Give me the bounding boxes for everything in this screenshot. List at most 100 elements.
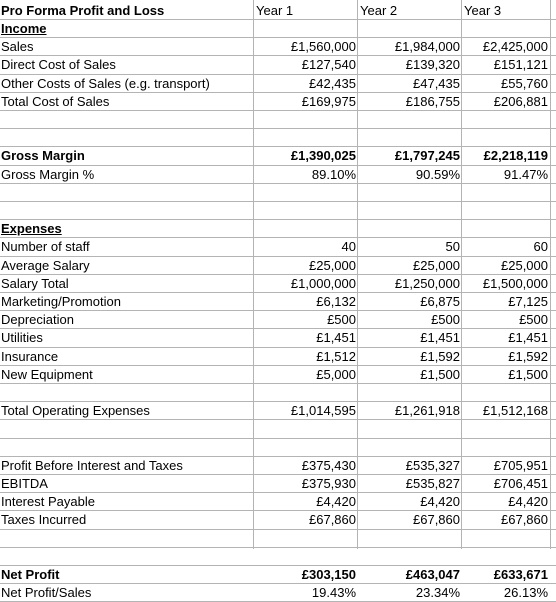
row-value-year-2[interactable]: £1,797,245 [394,148,460,164]
row-label[interactable] [1,439,253,457]
row-value-year-3[interactable]: £2,425,000 [482,39,548,55]
row-label[interactable]: Total Cost of Sales [1,93,110,109]
row-label[interactable]: Other Costs of Sales (e.g. transport) [1,75,210,91]
row-value-year-1[interactable]: £1,451 [316,330,356,346]
row-label[interactable]: Insurance [1,348,59,364]
row-value-year-3[interactable]: £633,671 [493,567,548,582]
row-value-year-1[interactable]: £4,420 [316,494,356,510]
row-label[interactable]: Sales [1,39,34,55]
row-value-year-2[interactable] [358,202,460,220]
row-value-year-1[interactable]: £127,540 [301,57,356,73]
row-value-year-3[interactable]: 91.47% [503,166,548,182]
row-value-year-2[interactable] [358,111,460,129]
row-label[interactable] [1,111,253,129]
row-label[interactable]: Taxes Incurred [1,512,87,528]
row-value-year-1[interactable]: £500 [327,312,356,328]
row-value-year-3[interactable]: £25,000 [501,257,548,273]
row-value-year-3[interactable]: £1,500 [508,366,548,382]
row-label[interactable]: Number of staff [1,239,90,255]
row-value-year-1[interactable]: £169,975 [301,93,356,109]
row-value-year-2[interactable]: £1,592 [420,348,460,364]
row-value-year-1[interactable]: £375,430 [301,457,356,473]
row-value-year-3[interactable] [462,129,548,147]
row-value-year-3[interactable] [462,184,548,202]
row-value-year-1[interactable]: £375,930 [301,476,356,491]
row-label[interactable]: Marketing/Promotion [1,294,121,309]
row-value-year-1[interactable]: £1,560,000 [290,39,356,55]
row-value-year-3[interactable]: £2,218,119 [483,148,548,164]
row-label[interactable]: New Equipment [1,366,93,382]
year-2-header[interactable]: Year 2 [360,3,398,18]
row-label[interactable]: Salary Total [1,275,69,291]
row-value-year-2[interactable]: £139,320 [405,57,460,73]
row-label[interactable]: Depreciation [1,312,74,328]
row-value-year-2[interactable]: £1,984,000 [394,39,460,55]
row-value-year-3[interactable] [462,384,548,402]
row-value-year-1[interactable] [254,202,356,220]
row-value-year-3[interactable]: £7,125 [508,294,548,309]
row-value-year-1[interactable]: £5,000 [316,366,356,382]
row-label[interactable] [1,384,253,402]
row-label[interactable]: Income [1,21,47,36]
row-value-year-1[interactable]: £67,860 [309,512,356,528]
row-value-year-3[interactable]: 26.13% [503,585,548,601]
row-value-year-2[interactable] [358,220,460,238]
row-value-year-1[interactable]: £1,000,000 [290,275,356,291]
row-label[interactable]: Interest Payable [1,494,95,510]
row-value-year-2[interactable] [358,384,460,402]
row-value-year-1[interactable] [254,220,356,238]
row-label[interactable]: Profit Before Interest and Taxes [1,457,183,473]
row-value-year-2[interactable]: £1,250,000 [394,275,460,291]
row-value-year-1[interactable] [254,384,356,402]
row-value-year-3[interactable] [462,20,548,38]
row-label[interactable]: Gross Margin % [1,166,95,182]
row-value-year-2[interactable]: £47,435 [413,75,460,91]
row-value-year-2[interactable]: £25,000 [413,257,460,273]
row-value-year-3[interactable]: £55,760 [501,75,548,91]
row-value-year-3[interactable]: £4,420 [508,494,548,510]
row-value-year-1[interactable] [254,111,356,129]
row-value-year-1[interactable] [254,439,356,457]
row-value-year-2[interactable]: £6,875 [420,294,460,309]
row-value-year-2[interactable] [358,548,460,566]
row-label[interactable] [1,548,253,566]
row-value-year-1[interactable] [254,420,356,438]
row-label[interactable]: EBITDA [1,476,48,491]
row-value-year-1[interactable] [254,184,356,202]
row-value-year-3[interactable]: £705,951 [493,457,548,473]
row-value-year-2[interactable]: £186,755 [405,93,460,109]
row-value-year-3[interactable]: £1,451 [508,330,548,346]
row-value-year-3[interactable] [462,548,548,566]
row-value-year-2[interactable]: 50 [445,239,460,255]
row-value-year-2[interactable]: £463,047 [405,567,460,582]
row-value-year-2[interactable] [358,530,460,548]
row-label[interactable]: Direct Cost of Sales [1,57,116,73]
row-label[interactable]: Average Salary [1,257,90,273]
row-label[interactable] [1,530,253,548]
row-label[interactable]: Total Operating Expenses [1,403,150,419]
row-value-year-2[interactable] [358,439,460,457]
row-value-year-3[interactable]: £1,512,168 [482,403,548,419]
row-value-year-2[interactable]: £500 [431,312,460,328]
row-value-year-3[interactable]: 60 [533,239,548,255]
row-value-year-2[interactable]: £535,827 [405,476,460,491]
row-label[interactable] [1,420,253,438]
row-value-year-1[interactable]: 19.43% [311,585,356,601]
row-label[interactable]: Gross Margin [1,148,85,164]
row-value-year-3[interactable]: £1,500,000 [482,275,548,291]
row-value-year-3[interactable]: £206,881 [493,93,548,109]
row-value-year-1[interactable]: £303,150 [301,567,356,582]
row-value-year-3[interactable]: £67,860 [501,512,548,528]
row-label[interactable]: Expenses [1,221,62,237]
row-value-year-3[interactable] [462,420,548,438]
row-value-year-2[interactable]: £535,327 [405,457,460,473]
row-value-year-2[interactable]: £67,860 [413,512,460,528]
row-label[interactable] [1,202,253,220]
row-value-year-1[interactable]: 89.10% [311,166,356,182]
row-label[interactable]: Net Profit [1,567,60,582]
row-label[interactable]: Utilities [1,330,43,346]
row-value-year-1[interactable] [254,129,356,147]
row-value-year-3[interactable]: £1,592 [508,348,548,364]
row-value-year-1[interactable]: £25,000 [309,257,356,273]
row-value-year-2[interactable] [358,420,460,438]
